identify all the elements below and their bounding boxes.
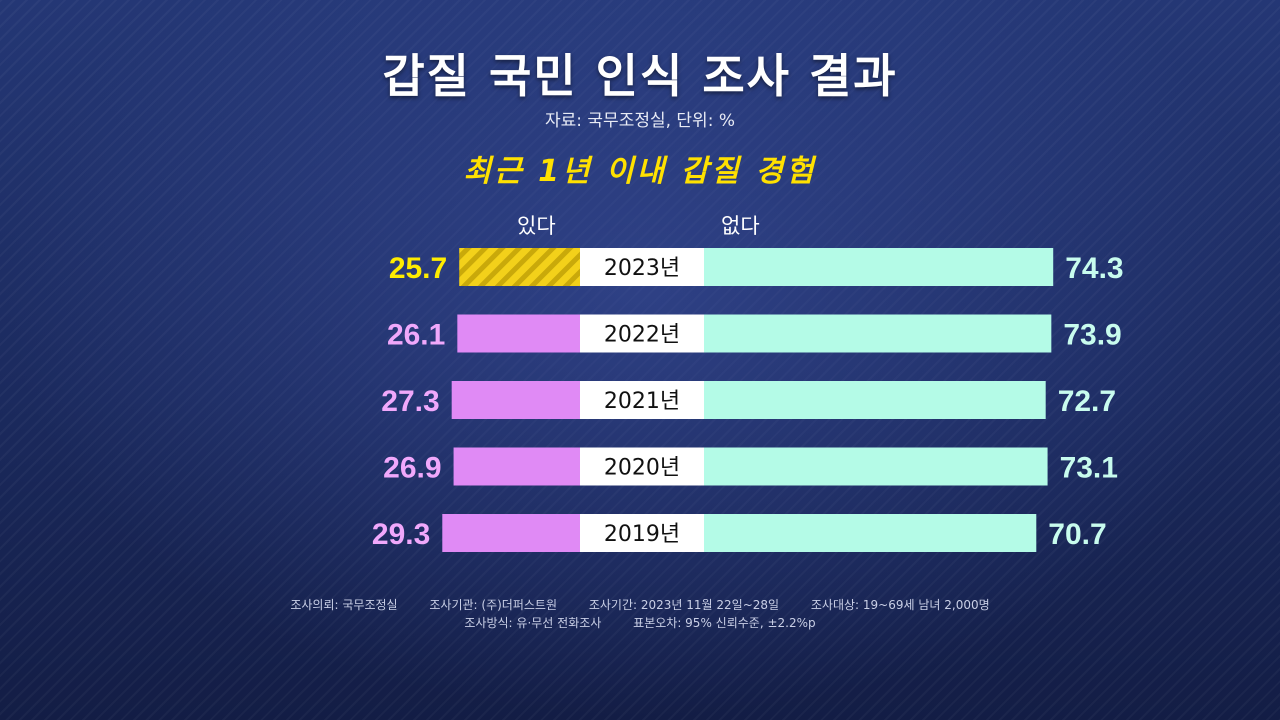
year-label: 2022년: [604, 323, 680, 348]
data-label-yes: 27.3: [381, 385, 439, 418]
footnote-line1: 조사의뢰: 국무조정실 조사기관: (주)더퍼스트원 조사기간: 2023년 1…: [0, 596, 1280, 613]
bar-yes: [457, 314, 580, 353]
year-label: 2019년: [604, 522, 680, 547]
year-box: [580, 514, 704, 552]
bar-no: [704, 381, 1046, 419]
data-label-yes: 29.3: [372, 518, 430, 551]
footnote-item: 조사방식: 유·무선 전화조사: [464, 616, 602, 630]
bar-yes: [451, 381, 580, 419]
year-box: [580, 381, 704, 419]
data-label-no: 74.3: [1065, 252, 1123, 285]
data-label-yes: 26.9: [383, 452, 441, 485]
data-label-no: 73.1: [1060, 452, 1118, 485]
bar-no: [704, 514, 1037, 552]
footnote-item: 조사의뢰: 국무조정실: [290, 598, 398, 612]
footnote-item: 표본오차: 95% 신뢰수준, ±2.2%p: [633, 616, 816, 630]
year-box: [580, 314, 704, 353]
bar-yes: [442, 514, 580, 552]
data-label-yes: 26.1: [387, 319, 445, 352]
bar-no: [704, 248, 1054, 286]
data-label-no: 73.9: [1063, 319, 1121, 352]
year-label: 2021년: [604, 389, 680, 414]
year-label: 2020년: [604, 456, 680, 481]
chart-title: 갑질 국민 인식 조사 결과: [382, 49, 898, 103]
data-label-no: 72.7: [1058, 385, 1116, 418]
chart-subtitle: 최근 1년 이내 갑질 경험: [463, 154, 817, 189]
legend-yes-label: 있다: [517, 214, 556, 238]
bar-yes: [459, 248, 580, 286]
chart-source: 자료: 국무조정실, 단위: %: [545, 111, 735, 131]
data-label-yes: 25.7: [389, 252, 447, 285]
year-box: [580, 248, 704, 286]
footnote-item: 조사대상: 19~69세 남녀 2,000명: [810, 598, 990, 612]
data-label-no: 70.7: [1048, 518, 1106, 551]
footnote-item: 조사기관: (주)더퍼스트원: [429, 598, 558, 612]
bar-group: 2023년 25.7 74.3 2022년 26.1 73.9 2021년 27.3 72.7 2…: [372, 248, 1124, 552]
footnote-item: 조사기간: 2023년 11월 22일~28일: [588, 598, 780, 612]
bar-no: [704, 447, 1048, 486]
bar-no: [704, 314, 1052, 353]
footnote-line2: 조사방식: 유·무선 전화조사 표본오차: 95% 신뢰수준, ±2.2%p: [0, 614, 1280, 631]
legend-no-label: 없다: [721, 214, 760, 238]
year-box: [580, 447, 704, 486]
bar-yes: [453, 447, 580, 486]
year-label: 2023년: [604, 256, 680, 281]
